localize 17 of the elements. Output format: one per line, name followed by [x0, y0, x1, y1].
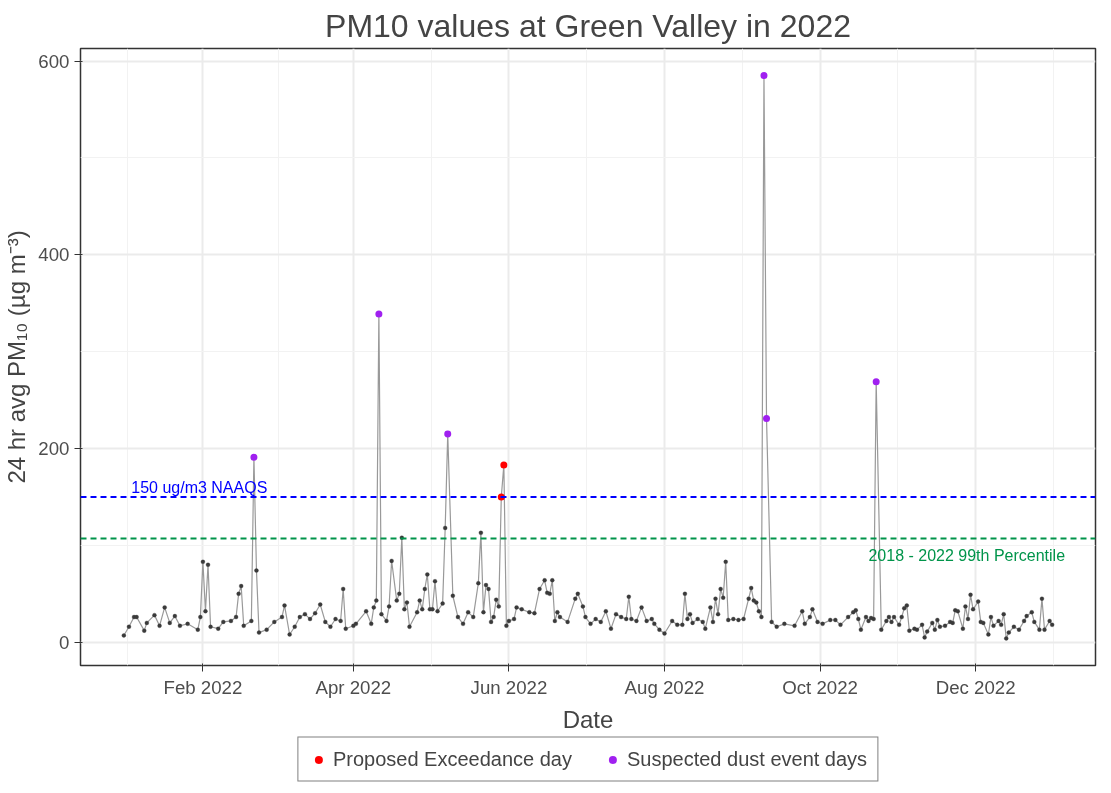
- ref-line-label: 150 ug/m3 NAAQS: [131, 478, 268, 496]
- y-tick-label: 0: [59, 631, 70, 653]
- x-tick-label: Apr 2022: [315, 676, 392, 698]
- x-tick-label: Aug 2022: [624, 676, 705, 698]
- y-tick-label: 600: [38, 50, 70, 72]
- y-tick-label: 400: [38, 244, 70, 266]
- y-tick-label: 200: [38, 438, 70, 460]
- x-tick-label: Jun 2022: [470, 676, 548, 698]
- legend-label: Suspected dust event days: [626, 747, 868, 771]
- ref-line-label: 2018 - 2022 99th Percentile: [868, 546, 1066, 564]
- y-axis-title: 24 hr avg PM₁₀ (µg m⁻³): [3, 230, 31, 484]
- x-tick-label: Feb 2022: [163, 676, 243, 698]
- x-tick-label: Oct 2022: [782, 676, 858, 698]
- x-tick-label: Dec 2022: [935, 676, 1016, 698]
- x-axis-title: Date: [562, 705, 614, 733]
- legend-label: Proposed Exceedance day: [332, 747, 572, 771]
- chart-title: PM10 values at Green Valley in 2022: [325, 7, 851, 44]
